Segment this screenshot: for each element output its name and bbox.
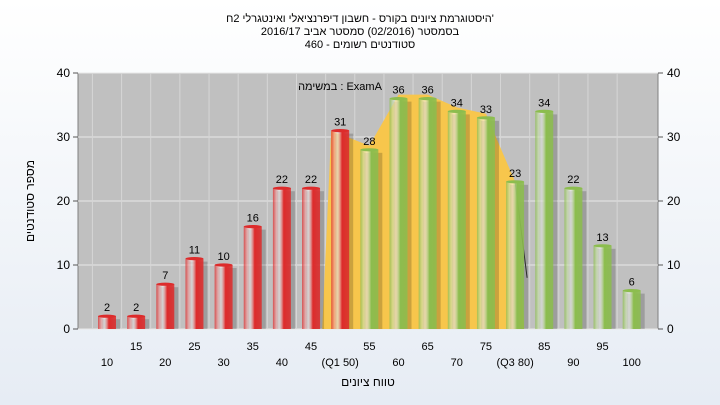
bar-cap [360, 148, 379, 152]
bar-cap [127, 314, 146, 318]
y-tick-label: 40 [57, 66, 71, 80]
x-tick-label: 75 [480, 341, 492, 353]
bar [476, 117, 495, 329]
bar [389, 98, 408, 329]
bar-cap [564, 186, 583, 190]
x-tick-label: 10 [101, 357, 113, 369]
bar-cap [302, 186, 321, 190]
data-label: 33 [480, 104, 492, 116]
x-tick-label: 85 [538, 341, 550, 353]
bar-cap [156, 282, 175, 286]
x-tick-label: 95 [596, 341, 608, 353]
y-axis-right: 0 10 20 30 40 [658, 66, 681, 336]
bar-cap [476, 116, 495, 120]
bar-cap [185, 257, 204, 261]
bar [418, 98, 437, 329]
x-tick-label: 35 [247, 341, 259, 353]
chart-title: היסטוגרמת ציונים בקורס - חשבון דיפרנציאל… [226, 12, 494, 51]
y-tick-label: 40 [667, 66, 681, 80]
x-tick-label: 30 [217, 357, 229, 369]
bar [214, 265, 233, 329]
bar [243, 226, 262, 329]
x-tick-label: 55 [363, 341, 375, 353]
bar [593, 245, 612, 329]
x-tick-label: 70 [451, 357, 463, 369]
x-tick-label: 90 [567, 357, 579, 369]
x-tick-label: 45 [305, 341, 317, 353]
bar-cap [506, 180, 525, 184]
bar-cap [243, 225, 262, 229]
bar [302, 188, 321, 329]
data-label: 36 [422, 85, 434, 97]
bar [506, 181, 525, 329]
y-tick-label: 30 [57, 130, 71, 144]
data-label: 6 [629, 277, 635, 289]
bar-cap [447, 109, 466, 113]
data-label: 2 [133, 302, 139, 314]
y-tick-label: 0 [667, 322, 674, 336]
x-tick-label: 20 [159, 357, 171, 369]
bar-cap [389, 97, 408, 101]
chart-title-line-1: היסטוגרמת ציונים בקורס - חשבון דיפרנציאל… [226, 12, 494, 25]
bar-cap [535, 109, 554, 113]
bar [331, 130, 350, 329]
bar-cap [272, 186, 291, 190]
data-label: 23 [509, 168, 521, 180]
y-tick-label: 20 [57, 194, 71, 208]
y-axis-left: 0 10 20 30 40 [57, 66, 78, 336]
bar [272, 188, 291, 329]
bar-cap [418, 97, 437, 101]
bar [447, 111, 466, 330]
data-label: 28 [363, 136, 375, 148]
data-label: 31 [334, 117, 346, 129]
bar [360, 149, 379, 329]
y-axis-title: מספר סטודנטים [23, 160, 37, 242]
bar-cap [622, 289, 641, 293]
bar [98, 316, 116, 329]
chart-title-line-2: בסמסטר (02/2016) סמסטר אביב 2016/17 [261, 26, 460, 38]
x-tick-label: 40 [276, 357, 288, 369]
y-tick-label: 0 [63, 322, 70, 336]
y-tick-label: 10 [57, 258, 71, 272]
bar-cap [593, 244, 612, 248]
data-label: 10 [217, 251, 229, 263]
bar-cap [331, 129, 350, 133]
x-tick-label: 15 [130, 341, 142, 353]
chart-title-line-3: סטודנטים רשומים - 460 [305, 39, 416, 51]
data-label: 34 [538, 97, 550, 109]
bar [156, 284, 175, 329]
bar-cap [98, 314, 116, 318]
y-tick-label: 10 [667, 258, 681, 272]
x-tick-label: 65 [422, 341, 434, 353]
y-tick-label: 30 [667, 130, 681, 144]
bars-group [98, 97, 645, 330]
data-label: 22 [276, 174, 288, 186]
x-axis-title: טווח ציונים [341, 375, 395, 389]
annotation-label: במשימה : ExamA [298, 81, 383, 93]
x-axis: 10 15 20 25 30 35 40 45 (Q1 50) 55 60 65 70 75 (Q3 80)… [101, 341, 641, 369]
data-label: 7 [162, 270, 168, 282]
y-tick-label: 20 [667, 194, 681, 208]
x-tick-label: 25 [188, 341, 200, 353]
data-label: 36 [392, 85, 404, 97]
data-label: 13 [596, 232, 608, 244]
bar [185, 258, 204, 329]
data-label: 34 [451, 97, 463, 109]
data-label: 2 [104, 302, 110, 314]
x-tick-label: 60 [392, 357, 404, 369]
bar [535, 111, 554, 330]
x-tick-label: (Q3 80) [496, 357, 533, 369]
x-tick-label: 100 [623, 357, 641, 369]
bar [564, 188, 583, 329]
bar [127, 316, 146, 329]
data-label: 22 [305, 174, 317, 186]
data-label: 11 [189, 245, 200, 257]
data-label: 16 [247, 213, 259, 225]
x-tick-label: (Q1 50) [322, 357, 359, 369]
bar-cap [214, 263, 233, 267]
data-label: 22 [567, 174, 579, 186]
bar [622, 290, 641, 329]
